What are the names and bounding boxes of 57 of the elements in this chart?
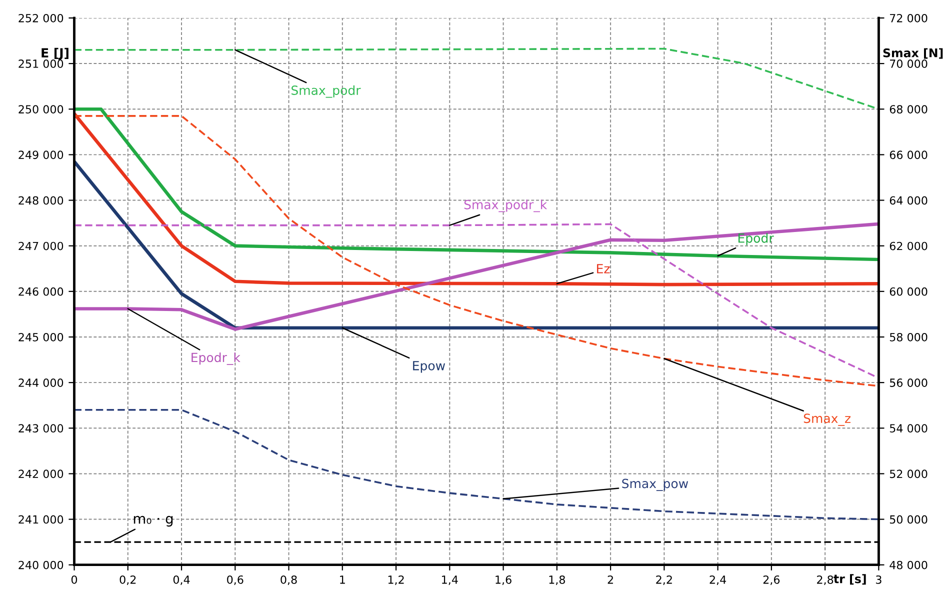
- x-tick-label: 2,2: [656, 575, 672, 586]
- y2-tick-label: 66 000: [890, 150, 928, 160]
- text: Smax_podr: [292, 85, 361, 98]
- x-tick-label: 1,2: [388, 575, 404, 586]
- x-tick-label: 1,4: [442, 576, 458, 586]
- x-tick-label: 0,6: [227, 575, 244, 586]
- x-tick-label: 2: [608, 575, 613, 584]
- y-tick-label: 250 000: [18, 105, 64, 114]
- x-tick-label: 2,6: [763, 575, 780, 586]
- y-tick-label: 242 000: [18, 470, 64, 478]
- y2-tick-label: 68 000: [890, 105, 928, 114]
- text: Epow: [413, 361, 446, 373]
- series-label: Ez: [597, 264, 610, 274]
- y-tick-label: 248 000: [18, 196, 64, 205]
- series-label: Smax_podr_k: [464, 200, 548, 212]
- x-tick-label: 0,8: [280, 575, 297, 586]
- line-series: [74, 112, 879, 286]
- y-tick-label: 246 000: [18, 287, 64, 296]
- x-axis-title: tr [s]: [834, 574, 866, 585]
- x-tick-label: 0,2: [120, 575, 136, 586]
- y2-tick-label: 70 000: [890, 60, 928, 68]
- x-tick-label: 3: [876, 575, 882, 584]
- series-label: Epodr: [738, 233, 774, 246]
- x-tick-label: 1: [340, 576, 345, 584]
- y-tick-label: 243 000: [18, 424, 64, 433]
- y-tick-label: 249 000: [18, 150, 64, 160]
- x-tick-label: 1,8: [549, 575, 565, 586]
- x-tick-label: 2,4: [710, 575, 726, 586]
- y2-axis-title: Smax [N]: [883, 48, 943, 59]
- y2-tick-label: 58 000: [890, 332, 928, 342]
- y2-tick-label: 50 000: [890, 515, 928, 524]
- y-tick-label: 244 000: [18, 378, 64, 387]
- x-tick-label: 1,6: [496, 575, 512, 586]
- y2-tick-label: 56 000: [890, 378, 928, 387]
- y2-tick-label: 64 000: [890, 196, 928, 205]
- y2-tick-label: 72 000: [890, 14, 928, 22]
- series-label: Smax_pow: [622, 478, 688, 491]
- y2-tick-label: 62 000: [890, 242, 928, 250]
- y2-tick-label: 54 000: [890, 424, 928, 433]
- y-tick-label: 245 000: [18, 332, 64, 342]
- y-tick-label: 252 000: [18, 14, 64, 22]
- y-tick-label: 247 000: [18, 242, 64, 250]
- y-axis-title: E [J]: [42, 48, 68, 60]
- ref-line-label: m₀ · g: [134, 516, 173, 527]
- line-series: [74, 107, 879, 262]
- text: Smax_z: [804, 414, 851, 426]
- x-tick-label: 0,4: [173, 575, 190, 586]
- y2-tick-label: 52 000: [890, 470, 928, 478]
- y-tick-label: 240 000: [18, 560, 64, 570]
- series-label: Epodr_k: [192, 352, 240, 365]
- line-series: [74, 222, 879, 331]
- y-tick-label: 241 000: [18, 515, 64, 524]
- y-tick-label: 251 000: [18, 60, 64, 68]
- y2-tick-label: 60 000: [890, 287, 928, 296]
- y2-tick-label: 48 000: [890, 560, 928, 570]
- x-tick-label: 2,8: [817, 575, 834, 586]
- x-tick-label: 0: [71, 575, 78, 584]
